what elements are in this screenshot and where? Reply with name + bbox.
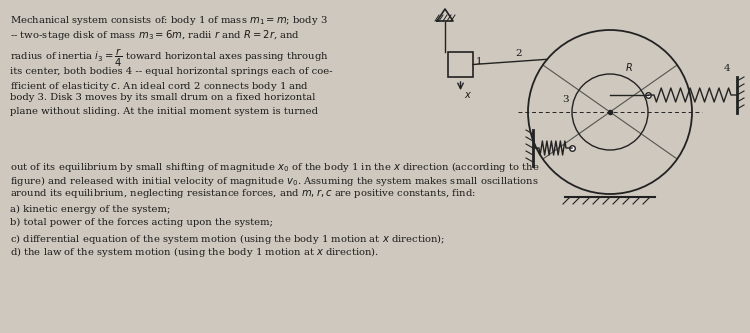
Text: around its equilibrium, neglecting resistance forces, and $m, r, c$ are positive: around its equilibrium, neglecting resis… (10, 187, 476, 200)
Text: body 3. Disk 3 moves by its small drum on a fixed horizontal: body 3. Disk 3 moves by its small drum o… (10, 94, 315, 103)
Text: $x$: $x$ (464, 90, 472, 100)
Text: 4: 4 (724, 64, 730, 73)
Text: Mechanical system consists of: body 1 of mass $m_1=m$; body 3: Mechanical system consists of: body 1 of… (10, 14, 328, 27)
Bar (448, 52, 473, 77)
Text: 2: 2 (515, 49, 522, 58)
Text: $R$: $R$ (625, 61, 633, 73)
Text: b) total power of the forces acting upon the system;: b) total power of the forces acting upon… (10, 218, 273, 227)
Text: fficient of elasticity $c$. An ideal cord 2 connects body 1 and: fficient of elasticity $c$. An ideal cor… (10, 80, 309, 93)
Text: figure) and released with initial velocity of magnitude $v_0$. Assuming the syst: figure) and released with initial veloci… (10, 173, 538, 187)
Text: plane without sliding. At the initial moment system is turned: plane without sliding. At the initial mo… (10, 107, 318, 116)
Text: its center, both bodies 4 -- equal horizontal springs each of coe-: its center, both bodies 4 -- equal horiz… (10, 67, 333, 76)
Text: d) the law of the system motion (using the body 1 motion at $x$ direction).: d) the law of the system motion (using t… (10, 245, 379, 259)
Text: a) kinetic energy of the system;: a) kinetic energy of the system; (10, 204, 170, 214)
Text: c) differential equation of the system motion (using the body 1 motion at $x$ di: c) differential equation of the system m… (10, 231, 445, 245)
Text: out of its equilibrium by small shifting of magnitude $x_0$ of the body 1 in the: out of its equilibrium by small shifting… (10, 160, 540, 174)
Text: 3: 3 (562, 96, 568, 105)
Text: radius of inertia $i_3=\dfrac{r}{4}$ toward horizontal axes passing through: radius of inertia $i_3=\dfrac{r}{4}$ tow… (10, 47, 328, 69)
Text: -- two-stage disk of mass $m_3=6m$, radii $r$ and $R=2r$, and: -- two-stage disk of mass $m_3=6m$, radi… (10, 28, 300, 42)
Text: 1: 1 (476, 57, 483, 66)
